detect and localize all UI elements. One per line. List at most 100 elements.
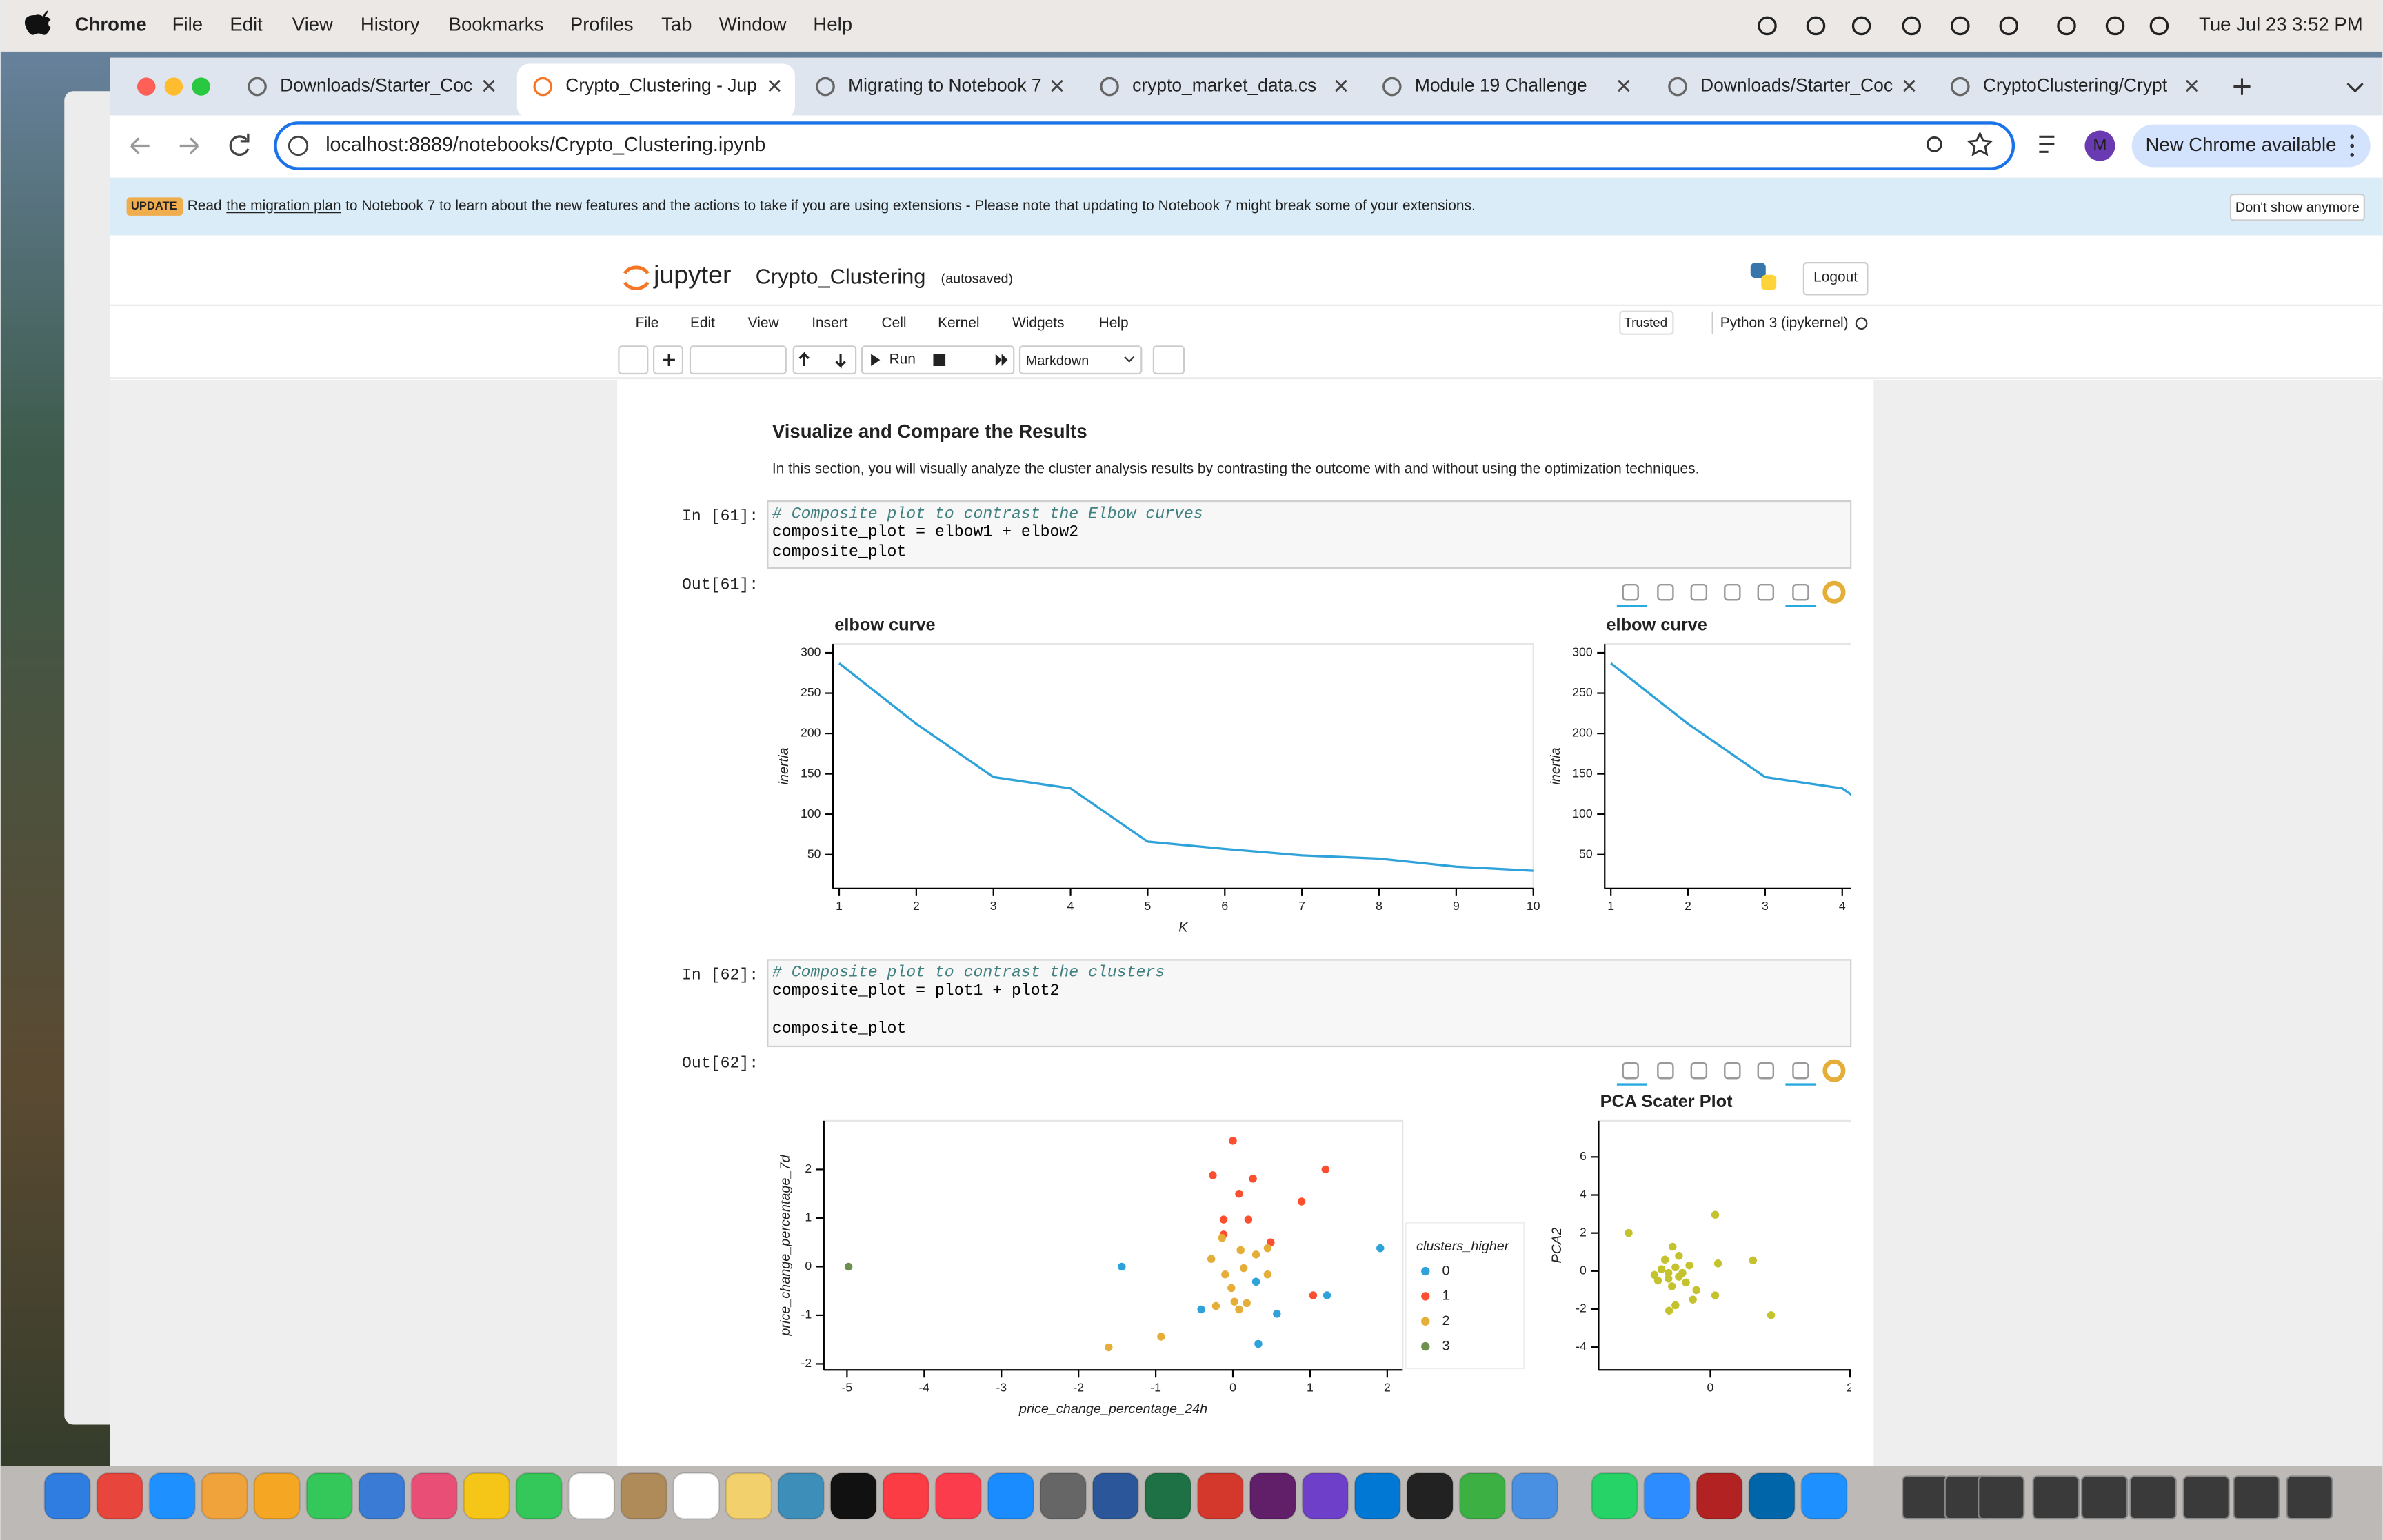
dock-app[interactable] bbox=[253, 1472, 301, 1520]
logout-button[interactable] bbox=[1802, 262, 1869, 296]
tab-title[interactable]: Module 19 Challenge bbox=[1415, 75, 1587, 96]
app-name[interactable]: Chrome bbox=[75, 14, 147, 35]
banner-link[interactable]: the migration plan bbox=[226, 198, 341, 214]
tab-title[interactable]: Crypto_Clustering - Jup bbox=[565, 75, 757, 96]
status-icon[interactable] bbox=[1999, 16, 2019, 36]
dock-app[interactable] bbox=[1696, 1472, 1743, 1520]
plot-tool[interactable] bbox=[1757, 1062, 1775, 1080]
menu-item[interactable]: Profiles bbox=[570, 14, 634, 35]
minimize-window[interactable] bbox=[164, 77, 183, 96]
plot-tool[interactable] bbox=[1724, 584, 1741, 601]
zoom-window[interactable] bbox=[192, 77, 210, 96]
dock-app[interactable] bbox=[1748, 1472, 1796, 1520]
notebook-menu[interactable]: View bbox=[748, 315, 780, 331]
dock-window[interactable] bbox=[2182, 1475, 2230, 1520]
plot-tool[interactable] bbox=[1622, 1062, 1639, 1080]
dock-app[interactable] bbox=[1092, 1472, 1139, 1520]
tab-title[interactable]: crypto_market_data.cs bbox=[1132, 75, 1316, 96]
dock-window[interactable] bbox=[1978, 1475, 2025, 1520]
plot-tool[interactable] bbox=[1792, 584, 1809, 601]
notebook-menu[interactable]: File bbox=[636, 315, 659, 331]
move-buttons[interactable] bbox=[792, 345, 857, 375]
dock-app[interactable] bbox=[1354, 1472, 1402, 1520]
tab-close[interactable] bbox=[1618, 79, 1630, 92]
plot-tool[interactable] bbox=[1622, 584, 1639, 601]
dock-app[interactable] bbox=[43, 1472, 91, 1520]
status-icon[interactable] bbox=[1851, 16, 1871, 36]
notebook-menu[interactable]: Help bbox=[1099, 315, 1129, 331]
status-icon[interactable] bbox=[2149, 16, 2169, 36]
update-pill[interactable] bbox=[2131, 124, 2371, 168]
plot-tool[interactable] bbox=[1757, 584, 1775, 601]
command-palette[interactable] bbox=[1152, 345, 1185, 375]
status-icon[interactable] bbox=[1951, 16, 1970, 36]
zoom-icon[interactable] bbox=[1926, 136, 1942, 152]
notebook-menu[interactable]: Kernel bbox=[938, 315, 979, 331]
dock-app[interactable] bbox=[515, 1472, 563, 1520]
dock-window[interactable] bbox=[2286, 1475, 2333, 1520]
dock-app[interactable] bbox=[1511, 1472, 1559, 1520]
update-label[interactable]: New Chrome available bbox=[2146, 134, 2337, 155]
menu-item[interactable]: File bbox=[172, 14, 203, 35]
dock-app[interactable] bbox=[620, 1472, 667, 1520]
cell-type-label[interactable]: Markdown bbox=[1026, 354, 1089, 369]
dock-window[interactable] bbox=[2129, 1475, 2177, 1520]
tab-title[interactable]: Downloads/Starter_Coc bbox=[280, 75, 472, 96]
notebook-menu[interactable]: Widgets bbox=[1012, 315, 1065, 331]
dock-app[interactable] bbox=[358, 1472, 405, 1520]
menu-item[interactable]: Bookmarks bbox=[449, 14, 544, 35]
tab-close[interactable] bbox=[1051, 79, 1063, 92]
dock-app[interactable] bbox=[934, 1472, 982, 1520]
dock-app[interactable] bbox=[96, 1472, 143, 1520]
tab-title[interactable]: Migrating to Notebook 7 bbox=[848, 75, 1042, 96]
dock-app[interactable] bbox=[1406, 1472, 1454, 1520]
status-icon[interactable] bbox=[1902, 16, 1922, 36]
reload-button[interactable] bbox=[229, 133, 250, 156]
dock-app[interactable] bbox=[1301, 1472, 1349, 1520]
plot-tool[interactable] bbox=[1690, 1062, 1708, 1080]
dock-window[interactable] bbox=[1901, 1475, 1949, 1520]
tab-title[interactable]: Downloads/Starter_Coc bbox=[1700, 75, 1893, 96]
status-icon[interactable] bbox=[1806, 16, 1826, 36]
dock-window[interactable] bbox=[2080, 1475, 2129, 1520]
tab-close[interactable] bbox=[1903, 79, 1916, 92]
code-editor[interactable]: # Composite plot to contrast the cluster… bbox=[772, 964, 1836, 1055]
url[interactable]: localhost:8889/notebooks/Crypto_Clusteri… bbox=[325, 134, 765, 156]
close-window[interactable] bbox=[137, 77, 156, 96]
dock-app[interactable] bbox=[777, 1472, 825, 1520]
site-info[interactable] bbox=[288, 135, 309, 156]
dock-app[interactable] bbox=[1591, 1472, 1638, 1520]
tab-close[interactable] bbox=[2186, 79, 2198, 92]
logout-label[interactable]: Logout bbox=[1813, 270, 1858, 285]
dock-app[interactable] bbox=[1458, 1472, 1507, 1520]
dock-app[interactable] bbox=[725, 1472, 772, 1520]
dock-app[interactable] bbox=[410, 1472, 458, 1520]
new-tab-button[interactable] bbox=[2233, 78, 2251, 95]
save-button[interactable] bbox=[618, 345, 649, 375]
dismiss-button[interactable] bbox=[2229, 193, 2365, 221]
run-label[interactable]: Run bbox=[889, 352, 916, 367]
dock-app[interactable] bbox=[829, 1472, 877, 1520]
bokeh-logo[interactable] bbox=[1822, 1059, 1846, 1082]
notebook-menu[interactable]: Edit bbox=[690, 315, 715, 331]
active-tab[interactable] bbox=[516, 63, 795, 119]
clipboard-buttons[interactable] bbox=[689, 345, 787, 375]
plot-tool[interactable] bbox=[1792, 1062, 1809, 1080]
apple-logo[interactable] bbox=[24, 10, 51, 35]
tab-search[interactable] bbox=[2346, 83, 2364, 93]
menu-item[interactable]: Edit bbox=[230, 14, 263, 35]
dock-window[interactable] bbox=[2233, 1475, 2280, 1520]
tab-title[interactable]: CryptoClustering/Crypt bbox=[1983, 75, 2168, 96]
dock-app[interactable] bbox=[987, 1472, 1034, 1520]
jupyter-logo-text[interactable]: jupyter bbox=[653, 260, 731, 289]
plot-tool[interactable] bbox=[1657, 1062, 1674, 1080]
status-icon[interactable] bbox=[2057, 16, 2076, 36]
menu-item[interactable]: View bbox=[292, 14, 333, 35]
back-button[interactable] bbox=[130, 137, 150, 154]
tab-close[interactable] bbox=[1335, 79, 1347, 92]
cell-type-select[interactable] bbox=[1018, 345, 1143, 375]
jupyter-logo-mark[interactable] bbox=[623, 265, 650, 290]
dock-app[interactable] bbox=[305, 1472, 353, 1520]
profile-avatar[interactable] bbox=[2084, 130, 2115, 161]
dock-app[interactable] bbox=[1643, 1472, 1691, 1520]
